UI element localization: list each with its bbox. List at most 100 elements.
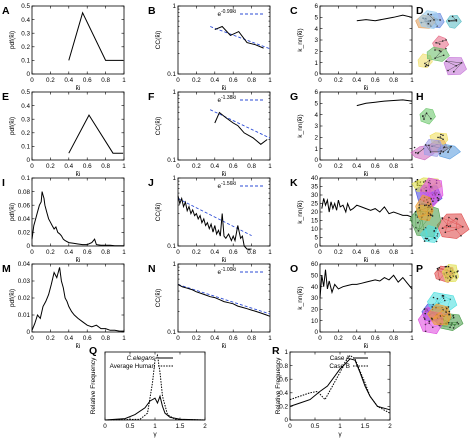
- panel-l-edge: [415, 181, 424, 183]
- panel-o-ytick-label: 0: [314, 329, 318, 336]
- panel-d-edge: [446, 61, 462, 63]
- panel-p-node: [447, 265, 450, 268]
- panel-g-ylabel: k_nn(k̂i): [297, 114, 304, 137]
- panel-k-frame: [319, 177, 413, 247]
- panel-a-ytick-label: 0.5: [21, 3, 30, 10]
- panel-h-node: [442, 151, 445, 153]
- panel-g-ytick-label: 6: [314, 89, 318, 96]
- panel-b-ytick-label: 1: [172, 3, 176, 10]
- panel-p-node: [424, 318, 426, 320]
- panel-j-fit-legend: e-1.56k̂i: [217, 181, 236, 190]
- panel-h-node: [439, 152, 442, 155]
- panel-k-xtick-label: 0.6: [371, 249, 380, 256]
- panel-n-xtick-label: 0.2: [192, 335, 201, 342]
- panel-e-xtick-label: 0.6: [83, 163, 92, 170]
- panel-o-xtick-label: 0.6: [371, 335, 380, 342]
- panel-l-edge: [448, 217, 463, 227]
- panel-p-node: [444, 299, 446, 302]
- panel-d-node: [451, 15, 454, 18]
- panel-l-edge: [416, 181, 421, 190]
- panel-label-g: G: [290, 91, 298, 103]
- panel-i-ytick-label: 0.04: [18, 216, 31, 223]
- panel-n-xtick-label: 1: [268, 335, 272, 342]
- panel-l-node: [434, 237, 436, 240]
- panel-i-xtick-label: 0: [30, 249, 34, 256]
- panel-b-xtick-label: 1: [268, 77, 272, 84]
- panel-p-edge: [446, 272, 451, 281]
- panel-q-legend-label-2: Average Human: [110, 363, 156, 370]
- panel-o-xtick-label: 0.4: [352, 335, 361, 342]
- panel-n-ytick-label: 1: [172, 261, 176, 268]
- panel-o-ytick-label: 10: [311, 318, 319, 325]
- panel-p-node: [455, 275, 457, 277]
- panel-e-xtick-label: 0.8: [101, 163, 110, 170]
- panel-p-edge: [433, 297, 439, 304]
- panel-p-node: [455, 277, 458, 279]
- panel-d-edge: [435, 55, 444, 59]
- panel-k-ytick-label: 20: [311, 209, 319, 216]
- panel-p-node: [428, 320, 431, 323]
- panel-e-frame: [31, 91, 125, 161]
- panel-l-node: [438, 193, 440, 196]
- panel-m-xtick-label: 0.8: [101, 335, 110, 342]
- panel-f-xtick-label: 0.4: [210, 163, 219, 170]
- panel-h-node: [443, 146, 446, 148]
- panel-d-node: [441, 40, 444, 42]
- panel-label-n: N: [148, 263, 156, 275]
- panel-i-xlabel: k̂i: [75, 257, 81, 264]
- panel-r-ytick-label: 1: [284, 349, 288, 356]
- panel-d-node: [424, 62, 426, 65]
- panel-m-ytick-label: 0: [26, 329, 30, 336]
- panel-p-edge: [432, 306, 449, 320]
- panel-m-ytick-label: 0.01: [18, 312, 31, 319]
- panel-l-node: [429, 186, 432, 188]
- panel-h-node: [417, 151, 420, 154]
- panel-c-ytick-label: 1: [314, 60, 318, 67]
- panel-a-series-line-1: [68, 11, 124, 61]
- panel-p-edge: [451, 323, 459, 326]
- panel-l-edge: [442, 217, 463, 227]
- panel-n-xtick-label: 0: [176, 335, 180, 342]
- panel-f-frame: [177, 91, 271, 161]
- panel-d-node: [438, 43, 441, 45]
- panel-a-ylabel: pdf(k̂i): [9, 31, 16, 49]
- panel-m-ylabel: pdf(k̂i): [9, 289, 16, 307]
- panel-g-xtick-label: 0.2: [334, 163, 343, 170]
- panel-h-community-blob: [419, 108, 436, 125]
- panel-h-network: [410, 108, 461, 161]
- panel-q-legend-label-1: C.elegans: [127, 355, 156, 362]
- panel-label-d: D: [416, 5, 424, 17]
- panel-p-node: [437, 269, 439, 271]
- panel-d-node: [442, 54, 445, 57]
- panel-p-edge: [440, 325, 451, 328]
- panel-p-node: [445, 311, 447, 314]
- panel-d-node: [427, 23, 430, 25]
- panel-l-edge: [425, 227, 430, 241]
- panel-p-node: [442, 295, 445, 297]
- panel-f-xtick-label: 0: [176, 163, 180, 170]
- panel-o-ylabel: k_nn(k̂i): [297, 286, 304, 309]
- panel-l-edge: [442, 218, 449, 227]
- panel-label-p: P: [416, 263, 423, 275]
- panel-o-xlabel: k̂i: [363, 343, 369, 350]
- panel-l-edge: [455, 229, 462, 236]
- panel-k-ytick-label: 5: [314, 235, 318, 242]
- panel-g-ytick-label: 5: [314, 101, 318, 108]
- panel-m-ytick-label: 0.04: [18, 261, 31, 268]
- panel-a-xtick-label: 0: [30, 77, 34, 84]
- panel-l-node: [444, 231, 447, 234]
- panel-e-xlabel: k̂i: [75, 171, 81, 178]
- panel-b-fit-line: [210, 26, 271, 50]
- panel-p-node: [448, 310, 451, 313]
- panel-e-xtick-label: 1: [122, 163, 126, 170]
- panel-q-xtick-label: 1: [153, 423, 157, 430]
- panel-l-edge: [428, 182, 434, 202]
- panel-j-series-line-1: [177, 195, 252, 250]
- panel-p-node: [424, 330, 427, 333]
- panel-f-ytick-label: 0.1: [167, 157, 176, 164]
- panel-label-c: C: [290, 5, 298, 17]
- panel-p-edge: [446, 272, 451, 277]
- panel-a-xtick-label: 0.8: [101, 77, 110, 84]
- panel-j-xtick-label: 0.2: [192, 249, 201, 256]
- panel-r-ytick-label: 0.8: [279, 363, 288, 370]
